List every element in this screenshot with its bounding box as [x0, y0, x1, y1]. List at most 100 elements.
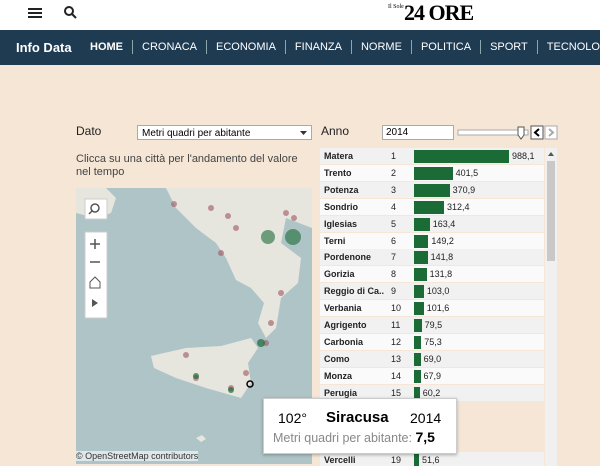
city-name: Iglesias [324, 218, 358, 229]
nav-separator [284, 40, 286, 54]
nav-separator [536, 40, 538, 54]
search-icon[interactable] [63, 5, 79, 21]
nav-separator [350, 40, 352, 54]
tooltip-year: 2014 [410, 410, 442, 426]
bar [414, 166, 453, 180]
rank-number: 10 [391, 303, 402, 314]
city-name: Como [324, 353, 350, 364]
rank-number: 3 [391, 184, 397, 195]
value-label: 163,4 [432, 218, 456, 229]
rank-number: 1 [391, 151, 397, 161]
bar [414, 386, 420, 400]
rank-number: 12 [391, 336, 402, 347]
value-label: 401,5 [455, 167, 479, 178]
map-attribution: © OpenStreetMap contributors [76, 451, 199, 461]
bar [414, 369, 421, 383]
ranking-row[interactable]: Pordenone 7 141,8 [320, 249, 544, 266]
nav-separator [410, 40, 412, 54]
rank-number: 9 [391, 286, 397, 297]
ranking-row[interactable]: Verbania 10 101,6 [320, 300, 544, 317]
ranking-row[interactable]: Carbonia 12 75,3 [320, 333, 544, 350]
rank-number: 4 [391, 201, 397, 212]
ranking-row[interactable]: Agrigento 11 79,5 [320, 317, 544, 333]
nav-bar: Info Data HOME CRONACA ECONOMIA FINANZA NORM… [0, 30, 600, 65]
value-label: 312,4 [447, 201, 470, 212]
city-name: Gorizia [324, 269, 355, 280]
value-label: 103,0 [426, 286, 450, 297]
nav-item[interactable]: POLITICA [420, 41, 472, 53]
value-label: 60,2 [422, 387, 441, 398]
city-name: Carbonia [324, 336, 364, 347]
rank-number: 7 [391, 252, 397, 263]
bar [414, 251, 428, 265]
value-label: 79,5 [424, 320, 443, 330]
ranking-row[interactable]: Gorizia 8 131,8 [320, 266, 544, 283]
tooltip-value: 7,5 [415, 429, 435, 445]
bar [414, 454, 419, 466]
rank-number: 11 [391, 320, 401, 330]
bar [414, 285, 424, 299]
year-slider[interactable] [456, 124, 558, 142]
ranking-row[interactable]: Potenza 3 370,9 [320, 181, 544, 198]
bar [414, 183, 450, 197]
nav-item[interactable]: TECNOLOGIA [546, 41, 600, 53]
rank-number: 5 [391, 218, 397, 229]
value-label: 69,0 [423, 353, 442, 364]
rank-number: 8 [391, 269, 397, 280]
nav-brand[interactable]: Info Data [16, 40, 72, 55]
city-name: Potenza [324, 184, 359, 195]
value-label: 988,1 [512, 151, 535, 161]
bar [414, 268, 427, 282]
ranking-row[interactable]: Terni 6 149,2 [320, 232, 544, 249]
nav-item[interactable]: CRONACA [142, 41, 198, 53]
nav-item[interactable]: FINANZA [294, 41, 342, 53]
logo[interactable]: 24 ORE [404, 0, 474, 25]
value-label: 141,8 [430, 252, 454, 263]
scrollbar[interactable] [545, 148, 557, 466]
rank-number: 14 [391, 370, 402, 381]
value-label: 101,6 [426, 303, 450, 314]
nav-item[interactable]: ECONOMIA [216, 41, 276, 53]
ranking-row[interactable]: Monza 14 67,9 [320, 367, 544, 384]
value-label: 75,3 [424, 336, 442, 347]
city-name: Matera [324, 151, 354, 161]
bar [414, 150, 509, 163]
ranking-row[interactable]: Matera 1 988,1 [320, 148, 544, 164]
city-name: Perugia [324, 387, 358, 398]
ranking-row[interactable]: Iglesias 5 163,4 [320, 215, 544, 232]
ranking-row[interactable]: Perugia 15 60,2 [320, 384, 544, 401]
tooltip-rank: 102° [278, 410, 307, 426]
bar [414, 200, 445, 214]
ranking-row[interactable]: Reggio di Ca.. 9 103,0 [320, 283, 544, 300]
dato-value: Metri quadri per abitante [142, 128, 251, 139]
ranking-row[interactable]: Como 13 69,0 [320, 350, 544, 367]
tooltip: 102° Siracusa 2014 Metri quadri per abit… [263, 398, 457, 454]
nav-separator [480, 40, 482, 54]
city-name: Verbania [324, 303, 362, 314]
ranking-row[interactable]: Trento 2 401,5 [320, 164, 544, 181]
bar [414, 234, 429, 248]
bar [414, 302, 424, 316]
bar [414, 319, 422, 332]
nav-item[interactable]: HOME [90, 41, 123, 53]
nav-item[interactable]: NORME [360, 41, 402, 53]
nav-item[interactable]: SPORT [490, 41, 528, 53]
ranking-row[interactable]: Vercelli 19 51,6 [320, 452, 544, 466]
value-label: 149,2 [431, 235, 454, 246]
anno-input[interactable]: 2014 [382, 125, 454, 140]
dato-label: Dato [76, 124, 102, 138]
city-name: Trento [324, 167, 352, 178]
tooltip-metric: Metri quadri per abitante: 7,5 [273, 429, 435, 445]
anno-label: Anno [321, 124, 350, 138]
city-name: Reggio di Ca.. [324, 286, 385, 297]
rank-number: 15 [391, 387, 402, 398]
city-name: Monza [324, 370, 352, 381]
logo-small: Il Sole [388, 4, 404, 10]
value-label: 51,6 [421, 455, 440, 466]
city-name: Sondrio [324, 201, 358, 212]
dato-select[interactable]: Metri quadri per abitante [137, 125, 312, 140]
ranking-row[interactable]: Sondrio 4 312,4 [320, 198, 544, 215]
bar [414, 352, 421, 366]
menu-icon[interactable] [28, 6, 44, 20]
